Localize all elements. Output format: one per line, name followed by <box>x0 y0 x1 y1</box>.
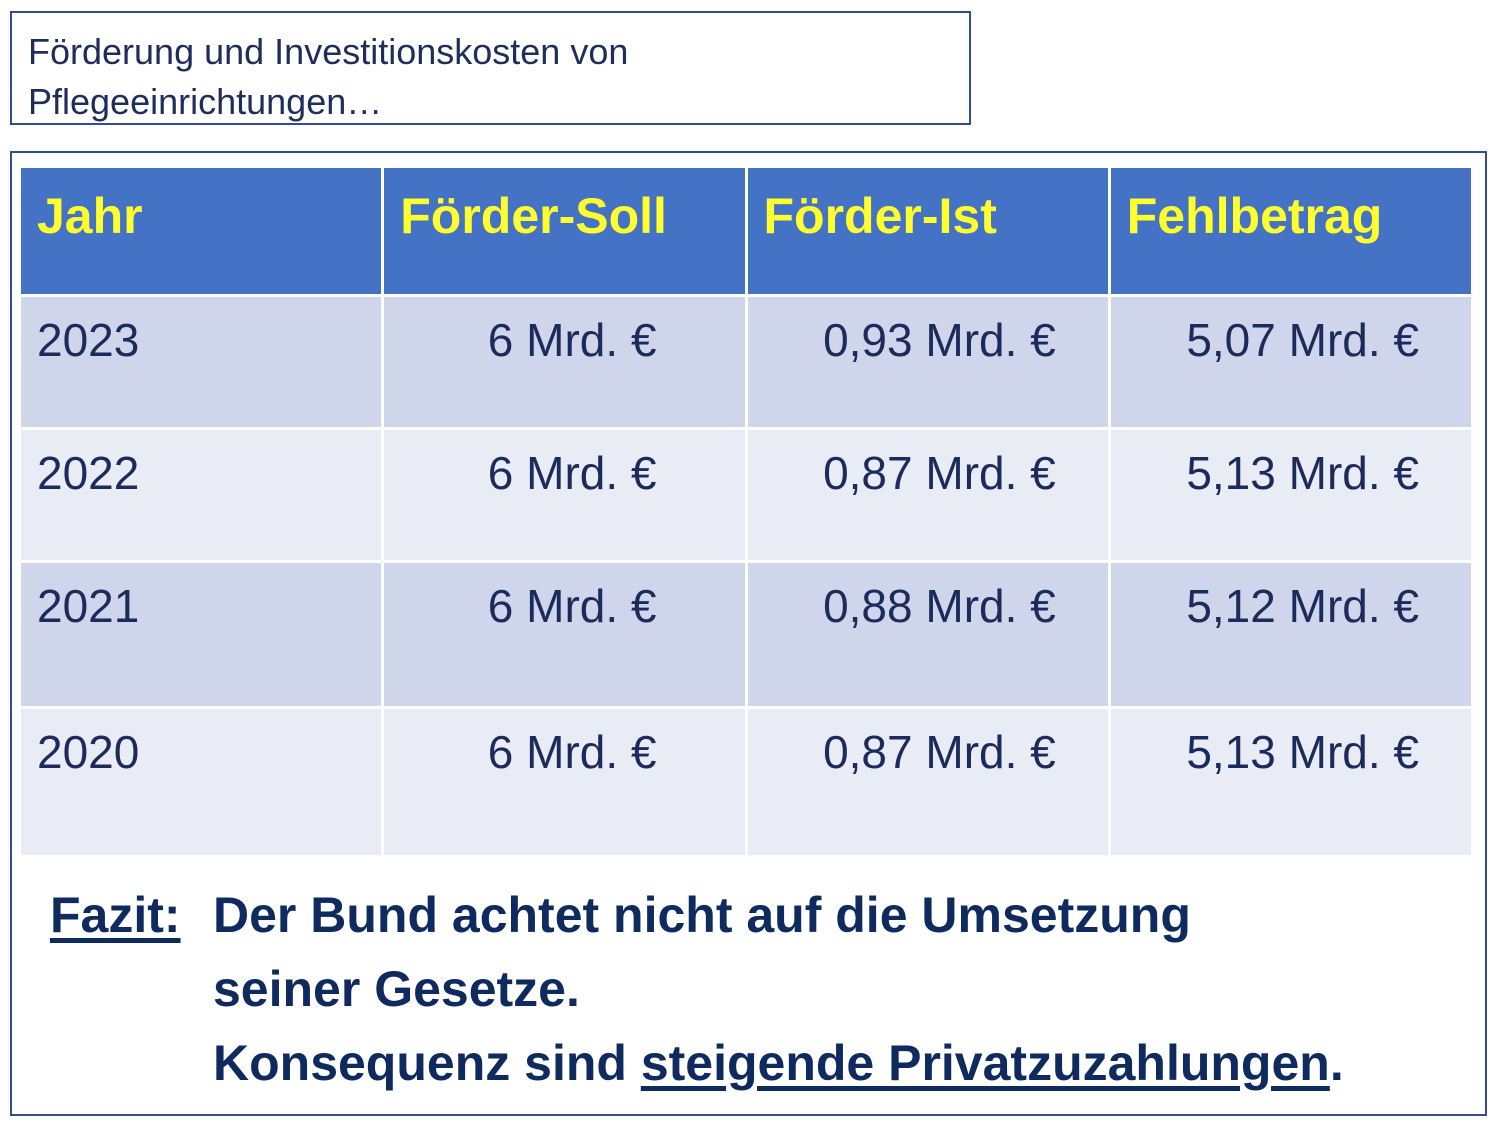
header-foerder-soll: Förder-Soll <box>384 168 745 294</box>
cell-fehlbetrag: 5,13 Mrd. € <box>1110 709 1471 855</box>
fazit-highlight: steigende Privatzuzahlungen <box>640 1035 1330 1091</box>
fazit-line-2: seiner Gesetze. <box>213 961 580 1017</box>
title-line-2: Pflegeeinrichtungen… <box>28 81 383 122</box>
table-row: 2020 6 Mrd. € 0,87 Mrd. € 5,13 Mrd. € <box>21 709 1471 855</box>
cell-jahr: 2022 <box>21 430 382 560</box>
cell-ist: 0,87 Mrd. € <box>747 709 1108 855</box>
cell-ist: 0,88 Mrd. € <box>747 563 1108 706</box>
funding-table: Jahr Förder-Soll Förder-Ist Fehlbetrag 2… <box>18 165 1474 858</box>
cell-fehlbetrag: 5,12 Mrd. € <box>1110 563 1471 706</box>
fazit-line-3-prefix: Konsequenz sind <box>213 1035 641 1091</box>
cell-fehlbetrag: 5,07 Mrd. € <box>1110 297 1471 427</box>
main-content-box <box>10 151 1487 1116</box>
title-line-1: Förderung und Investitionskosten von <box>28 31 629 72</box>
cell-ist: 0,87 Mrd. € <box>747 430 1108 560</box>
fazit-label: Fazit: <box>50 887 181 943</box>
title-box: Förderung und Investitionskosten von Pfl… <box>10 11 971 125</box>
table-row: 2021 6 Mrd. € 0,88 Mrd. € 5,12 Mrd. € <box>21 563 1471 706</box>
cell-soll: 6 Mrd. € <box>384 709 745 855</box>
fazit-line-3: Konsequenz sind steigende Privatzuzahlun… <box>213 1026 1344 1100</box>
cell-soll: 6 Mrd. € <box>384 297 745 427</box>
cell-soll: 6 Mrd. € <box>384 430 745 560</box>
cell-jahr: 2023 <box>21 297 382 427</box>
table-row: 2023 6 Mrd. € 0,93 Mrd. € 5,07 Mrd. € <box>21 297 1471 427</box>
fazit-line-3-suffix: . <box>1329 1035 1344 1091</box>
cell-fehlbetrag: 5,13 Mrd. € <box>1110 430 1471 560</box>
cell-jahr: 2020 <box>21 709 382 855</box>
fazit-text: Der Bund achtet nicht auf die Umsetzung … <box>213 878 1344 1100</box>
table-row: 2022 6 Mrd. € 0,87 Mrd. € 5,13 Mrd. € <box>21 430 1471 560</box>
cell-jahr: 2021 <box>21 563 382 706</box>
header-fehlbetrag: Fehlbetrag <box>1110 168 1471 294</box>
fazit-line-1: Der Bund achtet nicht auf die Umsetzung <box>213 887 1191 943</box>
header-foerder-ist: Förder-Ist <box>747 168 1108 294</box>
table-header-row: Jahr Förder-Soll Förder-Ist Fehlbetrag <box>21 168 1471 294</box>
cell-soll: 6 Mrd. € <box>384 563 745 706</box>
cell-ist: 0,93 Mrd. € <box>747 297 1108 427</box>
header-jahr: Jahr <box>21 168 382 294</box>
